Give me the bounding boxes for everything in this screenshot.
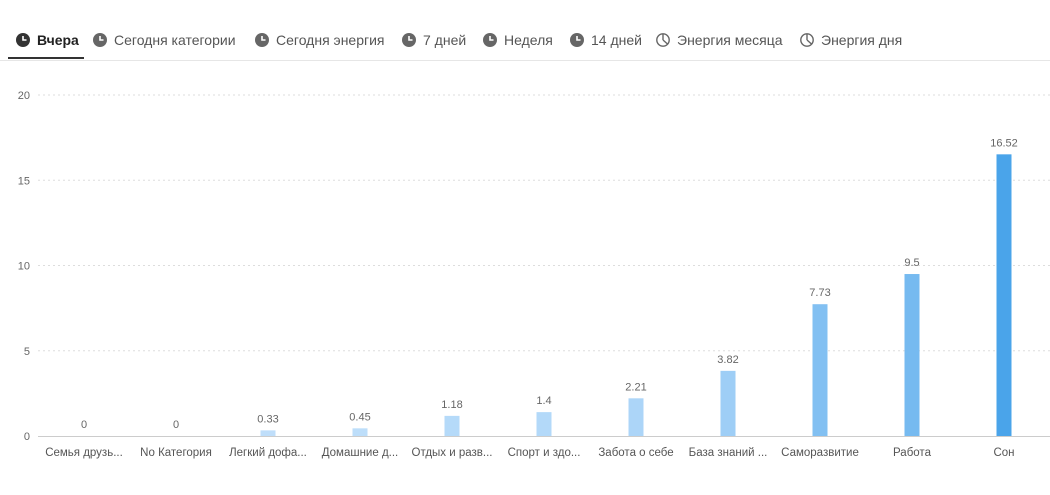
- data-label: 2.21: [625, 381, 646, 393]
- tab-week[interactable]: Неделя: [483, 30, 553, 50]
- data-label: 0: [173, 419, 179, 431]
- tab-day-energy[interactable]: Энергия дня: [800, 30, 902, 50]
- tab-label: Неделя: [504, 32, 553, 48]
- data-label: 1.18: [441, 399, 462, 411]
- y-tick-label: 10: [18, 261, 30, 273]
- tab-7-days[interactable]: 7 дней: [402, 30, 466, 50]
- data-label: 9.5: [904, 257, 919, 269]
- bar: [996, 154, 1012, 437]
- tab-today-energy[interactable]: Сегодня энергия: [255, 30, 385, 50]
- clock-icon: [570, 33, 584, 47]
- tab-label: Вчера: [37, 32, 79, 48]
- clock-icon: [255, 33, 269, 47]
- data-label: 0: [81, 419, 87, 431]
- data-label: 0.45: [349, 411, 370, 423]
- y-tick-label: 15: [18, 175, 30, 187]
- pie-clock-icon: [800, 33, 814, 47]
- bar: [720, 370, 736, 436]
- clock-icon: [483, 33, 497, 47]
- x-tick-label: Отдых и разв...: [412, 447, 493, 459]
- data-label: 0.33: [257, 413, 278, 425]
- data-label: 7.73: [809, 287, 830, 299]
- tab-14-days[interactable]: 14 дней: [570, 30, 642, 50]
- x-tick-label: База знаний ...: [689, 447, 768, 459]
- bar: [444, 415, 460, 436]
- x-tick-label: Работа: [893, 447, 932, 459]
- x-tick-label: Саморазвитие: [781, 447, 859, 459]
- bar: [904, 274, 920, 436]
- clock-icon: [16, 33, 30, 47]
- bar: [352, 428, 368, 436]
- bar: [260, 430, 276, 436]
- tab-yesterday[interactable]: Вчера: [16, 30, 79, 50]
- clock-icon: [93, 33, 107, 47]
- y-tick-label: 5: [24, 346, 30, 358]
- tab-label: Сегодня категории: [114, 32, 236, 48]
- tab-label: 14 дней: [591, 32, 642, 48]
- x-tick-label: Забота о себе: [598, 447, 673, 459]
- bar: [812, 304, 828, 436]
- x-tick-label: Семья друзь...: [45, 447, 123, 459]
- data-label: 1.4: [536, 395, 551, 407]
- tab-bar: Вчера Сегодня категории Сегодня энергия …: [0, 18, 1050, 61]
- tab-today-categories[interactable]: Сегодня категории: [93, 30, 236, 50]
- tab-label: Сегодня энергия: [276, 32, 385, 48]
- data-label: 3.82: [717, 354, 738, 366]
- y-tick-label: 20: [18, 90, 30, 102]
- clock-icon: [402, 33, 416, 47]
- tab-label: Энергия месяца: [677, 32, 783, 48]
- tab-label: 7 дней: [423, 32, 467, 48]
- data-label: 16.52: [990, 137, 1018, 149]
- x-tick-label: Сон: [993, 447, 1014, 459]
- pie-clock-icon: [656, 33, 670, 47]
- x-tick-label: Домашние д...: [322, 447, 399, 459]
- x-tick-label: Легкий дофа...: [229, 447, 307, 459]
- bar: [628, 398, 644, 436]
- active-tab-indicator: [8, 57, 84, 59]
- x-tick-label: No Категория: [140, 447, 212, 459]
- y-tick-label: 0: [24, 431, 30, 443]
- tab-label: Энергия дня: [821, 32, 903, 48]
- tab-month-energy[interactable]: Энергия месяца: [656, 30, 783, 50]
- bar: [536, 412, 552, 436]
- x-tick-label: Спорт и здо...: [508, 447, 581, 459]
